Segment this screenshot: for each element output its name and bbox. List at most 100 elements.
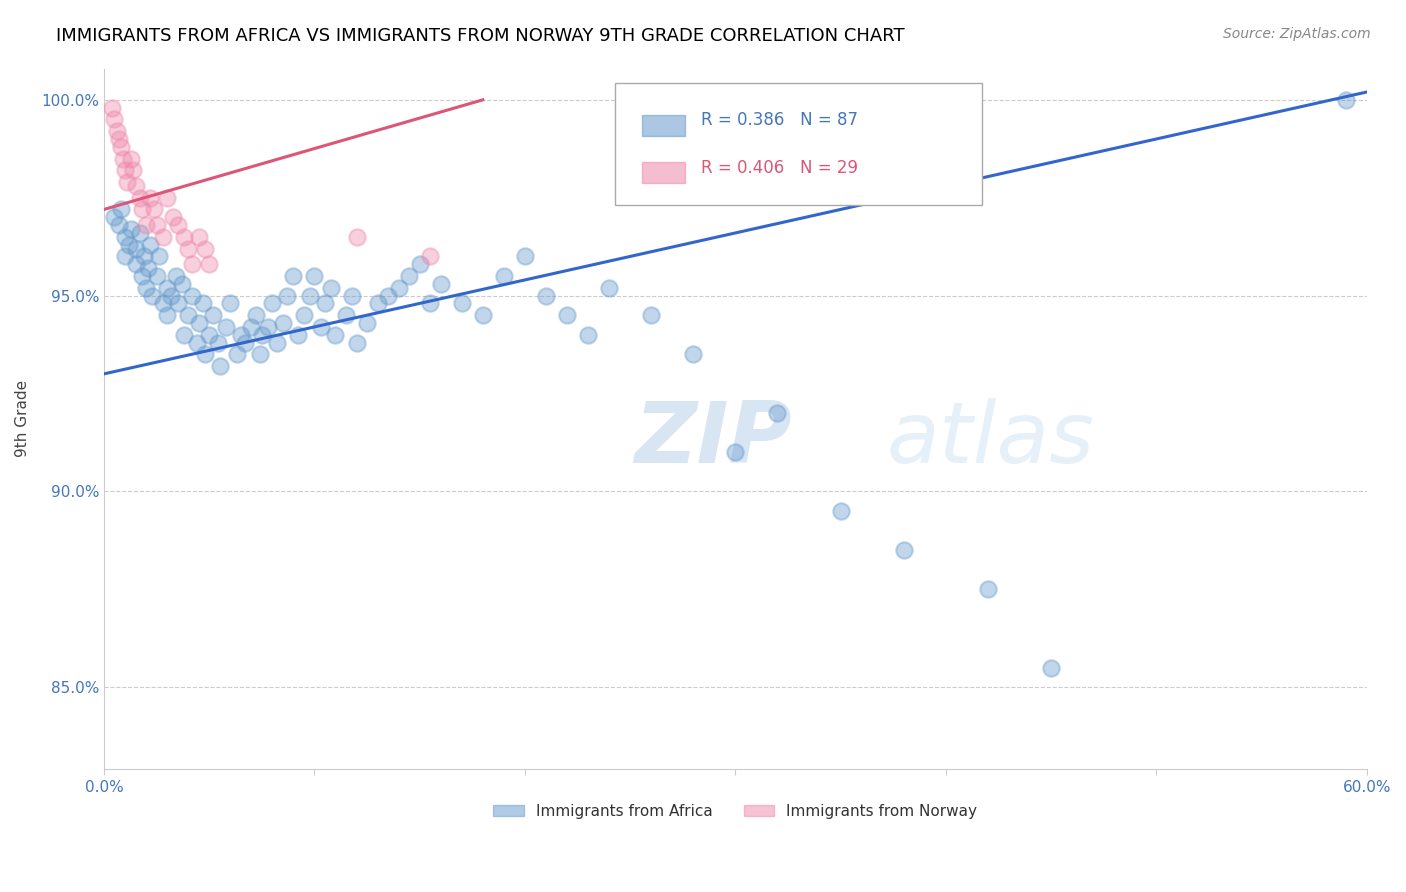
Point bbox=[598, 281, 620, 295]
Text: atlas: atlas bbox=[887, 399, 1095, 482]
Point bbox=[103, 112, 125, 127]
Point bbox=[131, 202, 153, 217]
Text: R = 0.406   N = 29: R = 0.406 N = 29 bbox=[702, 159, 858, 177]
Point bbox=[471, 308, 494, 322]
FancyBboxPatch shape bbox=[643, 115, 685, 136]
Point bbox=[166, 296, 188, 310]
Point bbox=[335, 308, 357, 322]
Point bbox=[156, 191, 179, 205]
Point bbox=[118, 237, 141, 252]
Point bbox=[114, 163, 136, 178]
Point bbox=[115, 175, 138, 189]
Point bbox=[240, 319, 263, 334]
Point bbox=[124, 178, 146, 193]
Point bbox=[208, 359, 231, 373]
Point bbox=[682, 347, 704, 361]
Point bbox=[128, 191, 150, 205]
Point bbox=[215, 319, 238, 334]
Point bbox=[342, 288, 364, 302]
Point bbox=[114, 249, 136, 263]
Point bbox=[325, 327, 347, 342]
Point bbox=[124, 257, 146, 271]
Point bbox=[107, 132, 129, 146]
Point bbox=[388, 281, 411, 295]
Point bbox=[136, 261, 159, 276]
Point bbox=[160, 288, 183, 302]
Text: ZIP: ZIP bbox=[634, 399, 792, 482]
Point bbox=[135, 218, 157, 232]
Text: Source: ZipAtlas.com: Source: ZipAtlas.com bbox=[1223, 27, 1371, 41]
Point bbox=[304, 268, 326, 283]
Point bbox=[766, 406, 789, 420]
Point bbox=[893, 543, 915, 558]
Point bbox=[128, 226, 150, 240]
Point bbox=[292, 308, 315, 322]
Point bbox=[534, 288, 557, 302]
Point bbox=[1334, 93, 1357, 107]
Point bbox=[250, 327, 273, 342]
Point bbox=[110, 202, 132, 217]
Point bbox=[152, 230, 174, 244]
Point bbox=[139, 191, 162, 205]
Point bbox=[173, 327, 195, 342]
Point bbox=[139, 237, 162, 252]
Point bbox=[724, 445, 747, 459]
Point bbox=[177, 242, 200, 256]
Point bbox=[101, 101, 124, 115]
Point bbox=[141, 288, 163, 302]
Point bbox=[156, 281, 179, 295]
Point bbox=[173, 230, 195, 244]
Point bbox=[156, 308, 179, 322]
Point bbox=[257, 319, 280, 334]
FancyBboxPatch shape bbox=[643, 161, 685, 183]
Point bbox=[346, 335, 368, 350]
Point bbox=[166, 218, 188, 232]
Point bbox=[194, 242, 217, 256]
Point bbox=[120, 152, 142, 166]
Point bbox=[186, 335, 208, 350]
Point bbox=[225, 347, 247, 361]
Point bbox=[299, 288, 322, 302]
Point bbox=[377, 288, 399, 302]
Point bbox=[145, 268, 167, 283]
Point bbox=[419, 249, 441, 263]
Point bbox=[103, 211, 125, 225]
Point bbox=[114, 230, 136, 244]
Point bbox=[640, 308, 662, 322]
Point bbox=[105, 124, 128, 138]
Point bbox=[165, 268, 187, 283]
Point bbox=[111, 152, 134, 166]
Point bbox=[152, 296, 174, 310]
Point bbox=[181, 257, 204, 271]
Point bbox=[555, 308, 578, 322]
Point bbox=[245, 308, 267, 322]
Point bbox=[309, 319, 332, 334]
Point bbox=[198, 327, 221, 342]
Point bbox=[120, 222, 142, 236]
Text: R = 0.386   N = 87: R = 0.386 N = 87 bbox=[702, 111, 858, 129]
Point bbox=[194, 347, 217, 361]
Point bbox=[187, 316, 209, 330]
Point bbox=[162, 211, 184, 225]
Point bbox=[492, 268, 515, 283]
Point bbox=[266, 335, 288, 350]
Point bbox=[830, 504, 852, 518]
Point bbox=[170, 277, 193, 291]
Point bbox=[513, 249, 536, 263]
Point bbox=[135, 281, 157, 295]
Y-axis label: 9th Grade: 9th Grade bbox=[15, 380, 30, 458]
Point bbox=[287, 327, 309, 342]
Point bbox=[429, 277, 451, 291]
Point bbox=[191, 296, 214, 310]
Text: IMMIGRANTS FROM AFRICA VS IMMIGRANTS FROM NORWAY 9TH GRADE CORRELATION CHART: IMMIGRANTS FROM AFRICA VS IMMIGRANTS FRO… bbox=[56, 27, 905, 45]
Point bbox=[145, 218, 167, 232]
Point bbox=[283, 268, 305, 283]
Point bbox=[356, 316, 378, 330]
Point bbox=[202, 308, 225, 322]
Point bbox=[107, 218, 129, 232]
Point bbox=[276, 288, 298, 302]
Point bbox=[314, 296, 336, 310]
Point bbox=[408, 257, 430, 271]
Point bbox=[187, 230, 209, 244]
Point bbox=[177, 308, 200, 322]
